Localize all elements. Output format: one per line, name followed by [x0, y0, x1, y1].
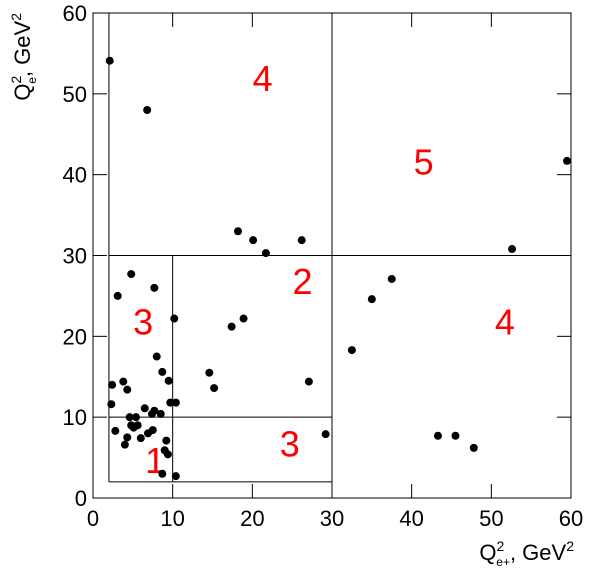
y-axis-label: Q2e, GeV2 [8, 13, 39, 101]
data-point [347, 346, 356, 355]
y-tick-label: 20 [63, 324, 87, 349]
data-point [156, 409, 165, 418]
data-point [171, 472, 180, 481]
data-point [150, 283, 159, 292]
region-label: 5 [414, 141, 434, 182]
data-point [387, 274, 396, 283]
data-point [132, 413, 141, 422]
data-point [140, 404, 149, 413]
data-point [233, 227, 242, 236]
data-point [120, 440, 129, 449]
x-axis-label: Q2 e+, GeV2 [479, 538, 574, 569]
y-tick-label: 60 [63, 1, 87, 26]
data-point [143, 106, 152, 114]
data-point [367, 295, 376, 304]
data-point [563, 156, 572, 165]
y-tick-label: 30 [63, 244, 87, 269]
y-tick-label: 10 [63, 405, 87, 430]
data-point [105, 56, 114, 65]
data-point [123, 385, 132, 394]
data-point [304, 377, 313, 386]
data-point [133, 421, 142, 430]
region-label: 4 [495, 302, 515, 343]
x-tick-label: 30 [320, 506, 344, 531]
data-point [249, 236, 258, 245]
data-point [113, 291, 122, 300]
data-point [162, 436, 171, 445]
data-point [111, 426, 120, 435]
region-label: 3 [133, 302, 153, 343]
data-point [469, 443, 478, 452]
data-point [127, 270, 136, 279]
data-point [433, 431, 442, 440]
data-point [166, 398, 175, 407]
region-label: 3 [280, 424, 300, 465]
data-point [210, 384, 219, 393]
data-point [108, 380, 117, 389]
data-point [148, 426, 157, 435]
data-point [136, 434, 145, 443]
data-point [158, 469, 167, 478]
data-point [164, 376, 173, 385]
data-point [150, 406, 159, 415]
region-label: 2 [293, 261, 313, 302]
data-point [239, 314, 248, 323]
x-tick-label: 20 [240, 506, 264, 531]
data-point [508, 245, 517, 254]
data-point [158, 367, 167, 376]
data-point [119, 377, 128, 386]
data-point [125, 413, 134, 422]
data-point [321, 430, 330, 439]
data-point [297, 236, 306, 245]
x-tick-label: 60 [559, 506, 583, 531]
data-point [123, 433, 132, 442]
data-point [152, 352, 161, 361]
data-point [163, 450, 172, 459]
x-tick-label: 10 [160, 506, 184, 531]
data-point [205, 368, 214, 377]
data-point [171, 398, 180, 407]
region-label: 4 [253, 58, 273, 99]
y-tick-label: 0 [75, 486, 87, 511]
x-tick-label: 0 [87, 506, 99, 531]
y-tick-label: 50 [63, 82, 87, 107]
data-point [451, 431, 460, 440]
data-point [107, 400, 116, 409]
data-point [170, 314, 179, 323]
data-point [261, 249, 270, 258]
x-tick-label: 50 [479, 506, 503, 531]
x-tick-label: 40 [399, 506, 423, 531]
y-tick-label: 40 [63, 163, 87, 188]
data-point [227, 322, 236, 331]
